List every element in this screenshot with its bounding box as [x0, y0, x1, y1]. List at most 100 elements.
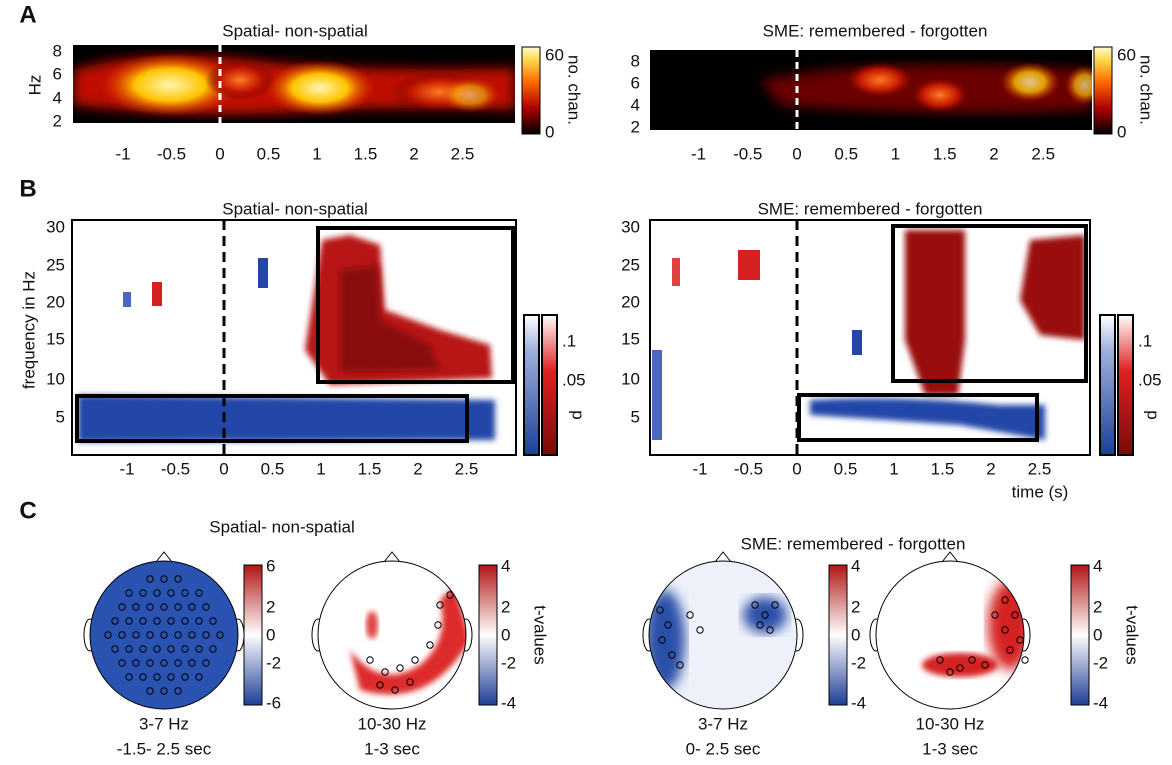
- y-tick-label: 4: [53, 88, 62, 107]
- y-tick-label: 4: [631, 95, 640, 114]
- x-tick-label: 0: [792, 144, 801, 163]
- electrode: [396, 664, 404, 672]
- colorbar-tick: 2: [851, 597, 860, 616]
- y-axis-label: Hz: [25, 75, 44, 96]
- electrode: [946, 668, 954, 676]
- y-tick-label: 15: [621, 329, 640, 348]
- electrode: [761, 611, 769, 619]
- panel-title: Spatial- non-spatial: [222, 21, 368, 40]
- electrode: [188, 631, 196, 639]
- electrode: [658, 636, 666, 644]
- colorbar-tick: 60: [545, 45, 564, 64]
- map-caption: 3-7 Hz: [139, 714, 189, 733]
- colorbar-tick: .1: [1138, 331, 1152, 350]
- y-axis-label: frequency in Hz: [19, 271, 38, 389]
- x-tick-label: -0.5: [734, 459, 763, 478]
- colorbar-tick: 0: [501, 625, 510, 644]
- y-tick-label: 30: [621, 217, 640, 236]
- panel-title: SME: remembered - forgotten: [763, 21, 988, 40]
- electrode: [751, 601, 759, 609]
- y-tick-label: 8: [53, 41, 62, 60]
- electrode: [686, 611, 694, 619]
- electrode: [381, 668, 389, 676]
- electrode: [125, 673, 133, 681]
- electrode: [216, 631, 224, 639]
- y-tick-label: 6: [631, 73, 640, 92]
- y-tick-label: 20: [621, 292, 640, 311]
- electrode: [146, 575, 154, 583]
- colorbar-tick: 2: [501, 597, 510, 616]
- electrode: [125, 617, 133, 625]
- y-tick-label: 5: [56, 407, 65, 426]
- electrode: [153, 589, 161, 597]
- electrode: [174, 631, 182, 639]
- y-tick-label: 30: [46, 217, 65, 236]
- map-caption: -1.5- 2.5 sec: [117, 739, 212, 758]
- electrode: [981, 661, 989, 669]
- electrode: [118, 603, 126, 611]
- panel-title: SME: remembered - forgotten: [741, 534, 966, 553]
- colorbar-tick: -2: [266, 653, 281, 672]
- x-tick-label: 0: [219, 459, 228, 478]
- electrode: [111, 645, 119, 653]
- colorbar-tick: -4: [851, 693, 866, 712]
- colorbar-tick: 0: [266, 625, 275, 644]
- electrode: [1001, 626, 1009, 634]
- x-tick-label: -0.5: [733, 144, 762, 163]
- electrode: [118, 631, 126, 639]
- x-tick-label: 2: [989, 144, 998, 163]
- map-caption: 1-3 sec: [364, 739, 420, 758]
- electrode: [209, 617, 217, 625]
- x-tick-label: 1: [891, 144, 900, 163]
- electrode: [139, 673, 147, 681]
- electrode: [771, 601, 779, 609]
- colorbar-tick: -4: [1093, 693, 1108, 712]
- electrode: [766, 626, 774, 634]
- electrode: [376, 681, 384, 689]
- colorbar-label: p: [569, 410, 588, 419]
- electrode: [160, 659, 168, 667]
- x-tick-label: 2: [986, 459, 995, 478]
- colorbar-tick: 0: [1093, 625, 1102, 644]
- x-tick-label: -0.5: [161, 459, 190, 478]
- colorbar-label: no. chan.: [1137, 55, 1156, 125]
- electrode: [434, 621, 442, 629]
- electrode: [756, 621, 764, 629]
- electrode: [167, 673, 175, 681]
- colorbar-label: no. chan.: [565, 55, 584, 125]
- electrode: [146, 631, 154, 639]
- y-tick-label: 2: [631, 117, 640, 136]
- electrode: [139, 617, 147, 625]
- electrode: [209, 645, 217, 653]
- electrode: [153, 673, 161, 681]
- electrode: [167, 617, 175, 625]
- x-tick-label: 1.5: [358, 459, 382, 478]
- electrode: [1011, 611, 1019, 619]
- x-tick-label: 0: [792, 459, 801, 478]
- colorbar-label: t-values: [1123, 605, 1142, 665]
- electrode: [160, 575, 168, 583]
- electrode: [1006, 646, 1014, 654]
- colorbar-tick: 6: [266, 556, 275, 575]
- y-tick-label: 10: [621, 369, 640, 388]
- electrode: [181, 617, 189, 625]
- x-tick-label: 1.5: [354, 144, 378, 163]
- colorbar-tick: .05: [1138, 370, 1162, 389]
- electrode: [1016, 636, 1024, 644]
- panel-label: B: [19, 175, 36, 202]
- electrode: [181, 589, 189, 597]
- x-tick-label: 2: [409, 144, 418, 163]
- y-tick-label: 6: [53, 64, 62, 83]
- colorbar-tick: 0: [545, 122, 554, 141]
- electrode: [195, 645, 203, 653]
- x-tick-label: 0: [215, 144, 224, 163]
- colorbar-tick: 2: [266, 597, 275, 616]
- colorbar-tick: 4: [1093, 556, 1102, 575]
- electrode: [426, 641, 434, 649]
- electrode: [366, 656, 374, 664]
- electrode: [118, 659, 126, 667]
- colorbar-tick: 0: [1117, 122, 1126, 141]
- electrode: [195, 617, 203, 625]
- electrode: [132, 631, 140, 639]
